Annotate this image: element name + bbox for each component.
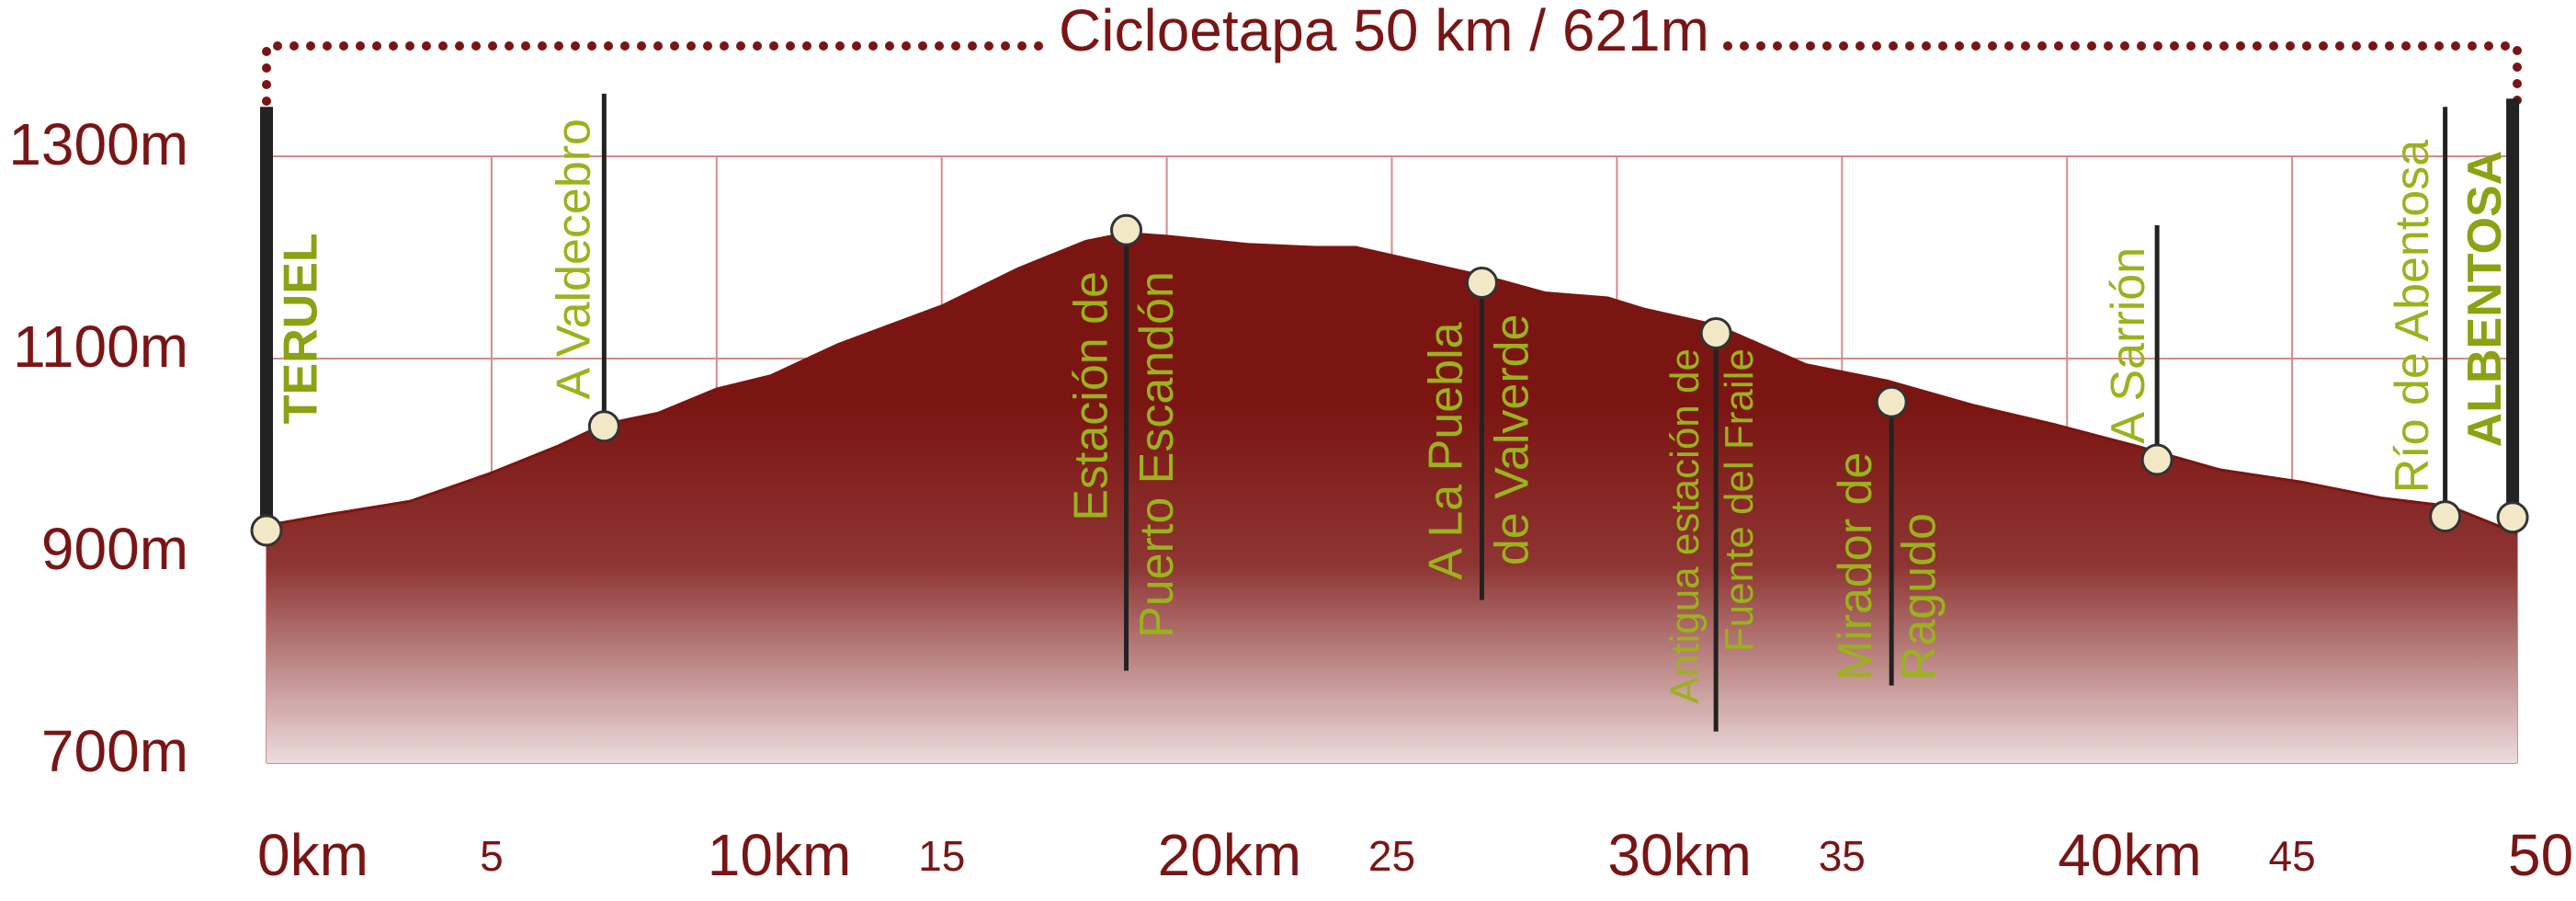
x-tick-label: 30km [1607, 822, 1752, 888]
waypoint-marker [1875, 385, 1908, 418]
waypoint-label: Estación de [1065, 271, 1118, 521]
waypoint-label: ALBENTOSA [2458, 151, 2512, 448]
waypoint-label: Mirador de [1829, 452, 1882, 681]
x-tick-label: 10km [708, 822, 852, 888]
waypoint-marker [2496, 501, 2529, 534]
waypoint-label: Río de Abentosa [2386, 140, 2439, 494]
waypoint-label: A Valdecebro [547, 119, 600, 399]
waypoint-label: Ragudo [1893, 513, 1946, 680]
waypoint-marker [2140, 443, 2173, 476]
x-tick-label: 35 [1819, 832, 1866, 880]
waypoint-marker [1110, 213, 1143, 246]
waypoint-label: de Valverde [1485, 314, 1538, 566]
elevation-area [267, 233, 2517, 764]
y-tick-label: 1100m [13, 314, 188, 380]
x-tick-label: 25 [1368, 832, 1415, 880]
waypoint-label: A La Puebla [1420, 322, 1473, 580]
waypoint-label: TERUEL [275, 233, 328, 424]
x-tick-label: 20km [1158, 822, 1302, 888]
y-tick-label: 900m [41, 516, 188, 582]
x-tick-label: 5 [480, 832, 504, 880]
waypoint-label: Fuente del Fraile [1717, 348, 1762, 652]
waypoint-label: A Sarrión [2102, 247, 2155, 444]
waypoint-label: Puerto Escandón [1130, 271, 1184, 638]
waypoint-marker [1465, 267, 1498, 299]
terminal-pole [2506, 98, 2520, 518]
y-tick-label: 700m [41, 718, 188, 784]
title-bracket [262, 41, 2522, 106]
waypoint-marker [250, 514, 283, 547]
x-tick-label: 40km [2058, 822, 2202, 888]
waypoint-marker [2429, 500, 2462, 533]
chart-title: Cicloetapa 50 km / 621m [1059, 0, 1709, 63]
waypoint-marker [1699, 317, 1732, 349]
x-tick-label: 15 [918, 832, 965, 880]
waypoint-label: Antigua estación de [1662, 348, 1708, 704]
x-tick-label: 0km [257, 822, 369, 888]
terminal-pole [260, 107, 273, 530]
waypoint-marker [587, 410, 620, 443]
x-tick-label: 45 [2269, 832, 2316, 880]
y-tick-label: 1300m [8, 111, 188, 177]
elevation-line [266, 232, 2518, 535]
